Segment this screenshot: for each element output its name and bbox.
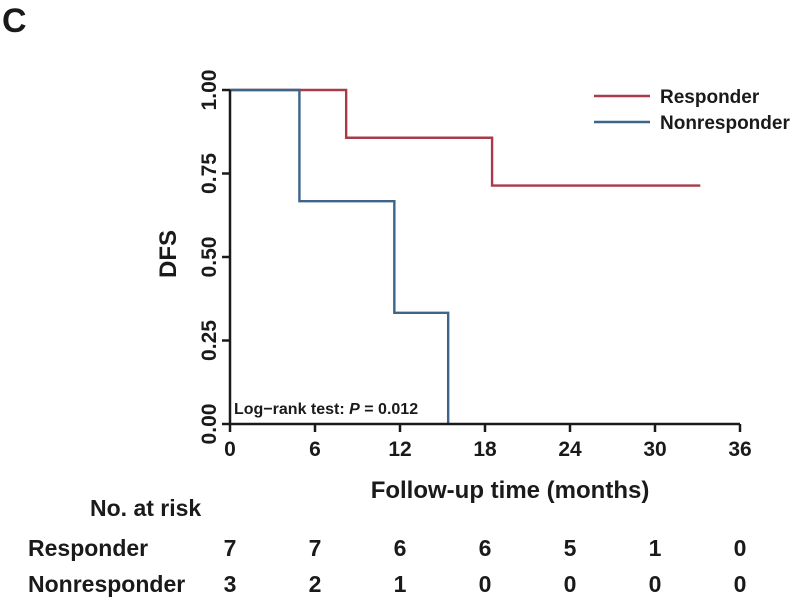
legend-label-nonresponder: Nonresponder <box>660 113 790 134</box>
curve-nonresponder <box>230 88 450 424</box>
risk-count: 1 <box>394 571 407 597</box>
annotation-p-symbol: P <box>349 401 360 418</box>
risk-count: 7 <box>224 535 237 561</box>
risk-table-title: No. at risk <box>90 495 201 521</box>
risk-count: 5 <box>564 535 577 561</box>
panel-label: C <box>2 2 27 40</box>
x-tick-label: 0 <box>224 438 236 461</box>
y-tick-label: 0.00 <box>198 404 221 445</box>
risk-count: 2 <box>309 571 322 597</box>
risk-count: 6 <box>394 535 407 561</box>
annotation-prefix: Log−rank test: <box>234 401 349 418</box>
risk-count: 0 <box>649 571 662 597</box>
y-tick-label: 0.25 <box>198 320 221 361</box>
annotation-p-value: = 0.012 <box>360 401 418 418</box>
x-tick-label: 18 <box>473 438 497 461</box>
log-rank-annotation: Log−rank test: P = 0.012 <box>234 401 418 418</box>
y-axis-title: DFS <box>155 230 182 278</box>
risk-count: 0 <box>479 571 492 597</box>
x-tick-label: 24 <box>558 438 582 461</box>
risk-count: 1 <box>649 535 662 561</box>
x-axis-ticks: 0 6 12 18 24 30 36 <box>224 424 752 461</box>
y-tick-label: 0.75 <box>198 153 221 194</box>
y-tick-label: 0.50 <box>198 237 221 278</box>
curve-responder <box>230 88 701 187</box>
x-tick-label: 12 <box>388 438 411 461</box>
risk-row-label: Nonresponder <box>28 571 185 597</box>
x-tick-label: 36 <box>728 438 751 461</box>
legend-label-responder: Responder <box>660 87 760 108</box>
y-tick-label: 1.00 <box>198 70 221 111</box>
risk-count: 0 <box>734 571 747 597</box>
x-axis-title: Follow-up time (months) <box>371 477 650 504</box>
survival-curves <box>230 88 701 424</box>
x-tick-label: 6 <box>309 438 321 461</box>
risk-count: 6 <box>479 535 492 561</box>
risk-table: Responder 7 7 6 6 5 1 0 Nonresponder 3 2 1 0 0 0 0 <box>28 535 746 597</box>
plot-area: 0 6 12 18 24 30 36 0.00 0.25 0.50 0.75 1.00 <box>198 70 752 461</box>
risk-count: 7 <box>309 535 322 561</box>
risk-count: 3 <box>224 571 237 597</box>
x-tick-label: 30 <box>643 438 666 461</box>
risk-row-label: Responder <box>28 535 148 561</box>
legend: Responder Nonresponder <box>594 87 790 134</box>
risk-count: 0 <box>734 535 747 561</box>
risk-count: 0 <box>564 571 577 597</box>
y-axis-ticks: 0.00 0.25 0.50 0.75 1.00 <box>198 70 230 445</box>
